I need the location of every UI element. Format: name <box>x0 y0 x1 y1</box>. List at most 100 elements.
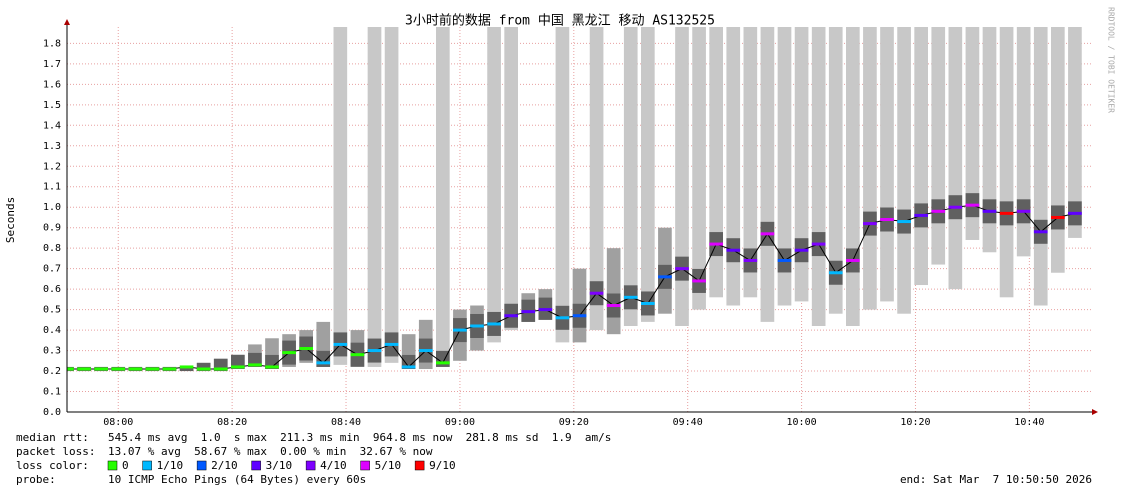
median-point <box>213 367 228 371</box>
median-point <box>1068 211 1082 215</box>
smoke <box>589 27 604 331</box>
legend: median rtt: 545.4 ms avg 1.0 s max 211.3 … <box>16 431 1092 486</box>
median-point <box>726 248 741 252</box>
median-point <box>1033 230 1048 234</box>
smoke <box>880 27 894 302</box>
median-point <box>384 342 399 346</box>
y-tick-label: 1.4 <box>43 120 61 131</box>
median-point <box>350 353 365 357</box>
stat-text: 13.07 % avg 58.67 % max 0.00 % min 32.67… <box>108 445 433 458</box>
median-point <box>709 242 723 246</box>
x-tick-label: 09:00 <box>445 417 475 428</box>
legend-label: 3/10 <box>266 459 293 472</box>
median-point <box>367 349 382 353</box>
median-point <box>846 258 860 262</box>
median-point <box>1016 209 1031 213</box>
x-arrow <box>1092 409 1098 415</box>
x-tick-label: 08:00 <box>103 417 133 428</box>
median-point <box>487 322 501 326</box>
median-point <box>880 218 894 221</box>
plot-area <box>67 27 1082 372</box>
y-tick-label: 1.1 <box>43 182 61 193</box>
median-point <box>128 367 143 371</box>
median-point <box>897 220 911 224</box>
x-tick-label: 10:00 <box>787 417 817 428</box>
y-tick-label: 1.6 <box>43 79 61 90</box>
legend-swatch <box>251 460 261 471</box>
y-tick-label: 0.9 <box>43 223 61 234</box>
median-point <box>777 258 792 262</box>
median-point <box>931 209 946 213</box>
smoke <box>897 27 911 314</box>
smoke <box>1033 27 1048 306</box>
loss-legend-label: loss color: <box>16 459 89 472</box>
smoke <box>367 27 382 367</box>
median-point <box>77 367 91 371</box>
y-tick-label: 0.3 <box>43 346 61 357</box>
median-point <box>692 279 706 283</box>
median-point <box>914 213 928 217</box>
median-point <box>470 324 484 328</box>
median-point <box>196 367 211 371</box>
smoke-core <box>179 366 194 372</box>
legend-label: 4/10 <box>320 459 347 472</box>
smoke <box>863 27 877 310</box>
median-point <box>811 242 826 246</box>
median-point <box>231 365 245 369</box>
smoke <box>931 27 946 265</box>
legend-swatch <box>107 460 118 471</box>
median-point <box>521 310 536 314</box>
median-point <box>828 271 843 275</box>
watermark: RRDTOOL / TOBI OETIKER <box>1107 7 1116 113</box>
smoke <box>846 27 860 326</box>
legend-label: 5/10 <box>375 459 402 472</box>
median-point <box>948 205 963 209</box>
end-time: end: Sat Mar 7 10:50:50 2026 <box>900 473 1092 486</box>
smoke <box>1068 27 1082 238</box>
stat-text: 545.4 ms avg 1.0 s max 211.3 ms min 964.… <box>108 431 611 444</box>
stat-label: packet loss: <box>16 445 95 458</box>
median-point <box>504 314 518 318</box>
y-tick-label: 0.1 <box>43 387 61 398</box>
median-point <box>606 304 621 308</box>
probe-label: probe: <box>16 473 56 486</box>
smoke <box>1016 27 1031 257</box>
smoke <box>760 27 775 322</box>
legend-label: 1/10 <box>157 459 184 472</box>
median-point <box>538 308 553 312</box>
median-point <box>94 367 108 371</box>
x-tick-label: 10:40 <box>1014 417 1044 428</box>
y-tick-label: 0.7 <box>43 264 61 275</box>
y-tick-label: 1.8 <box>43 38 61 49</box>
stat-label: median rtt: <box>16 431 89 444</box>
median-point <box>641 301 655 305</box>
median-point <box>418 349 433 353</box>
y-tick-label: 1.3 <box>43 141 61 152</box>
median-point <box>248 363 262 367</box>
median-point <box>436 361 450 365</box>
median-point <box>572 314 587 318</box>
median-point <box>453 328 467 332</box>
median-point <box>999 211 1014 215</box>
median-point <box>965 203 980 207</box>
smoke <box>606 248 621 335</box>
smoke <box>777 27 792 306</box>
y-arrow <box>64 19 70 25</box>
smoke <box>999 27 1014 298</box>
smoke <box>965 27 980 240</box>
median-point <box>67 367 74 371</box>
smoke <box>914 27 928 286</box>
legend-swatch <box>414 460 425 471</box>
y-tick-label: 1.7 <box>43 59 61 70</box>
median-point <box>1051 215 1065 219</box>
smoke <box>948 27 963 290</box>
legend-swatch <box>305 460 316 471</box>
median-point <box>145 367 160 371</box>
y-tick-label: 0.8 <box>43 243 61 254</box>
x-tick-label: 08:40 <box>331 417 361 428</box>
legend-label: 2/10 <box>211 459 238 472</box>
x-tick-label: 09:20 <box>559 417 589 428</box>
smoke <box>623 27 638 326</box>
median-point <box>555 316 570 320</box>
smoke <box>641 27 655 322</box>
